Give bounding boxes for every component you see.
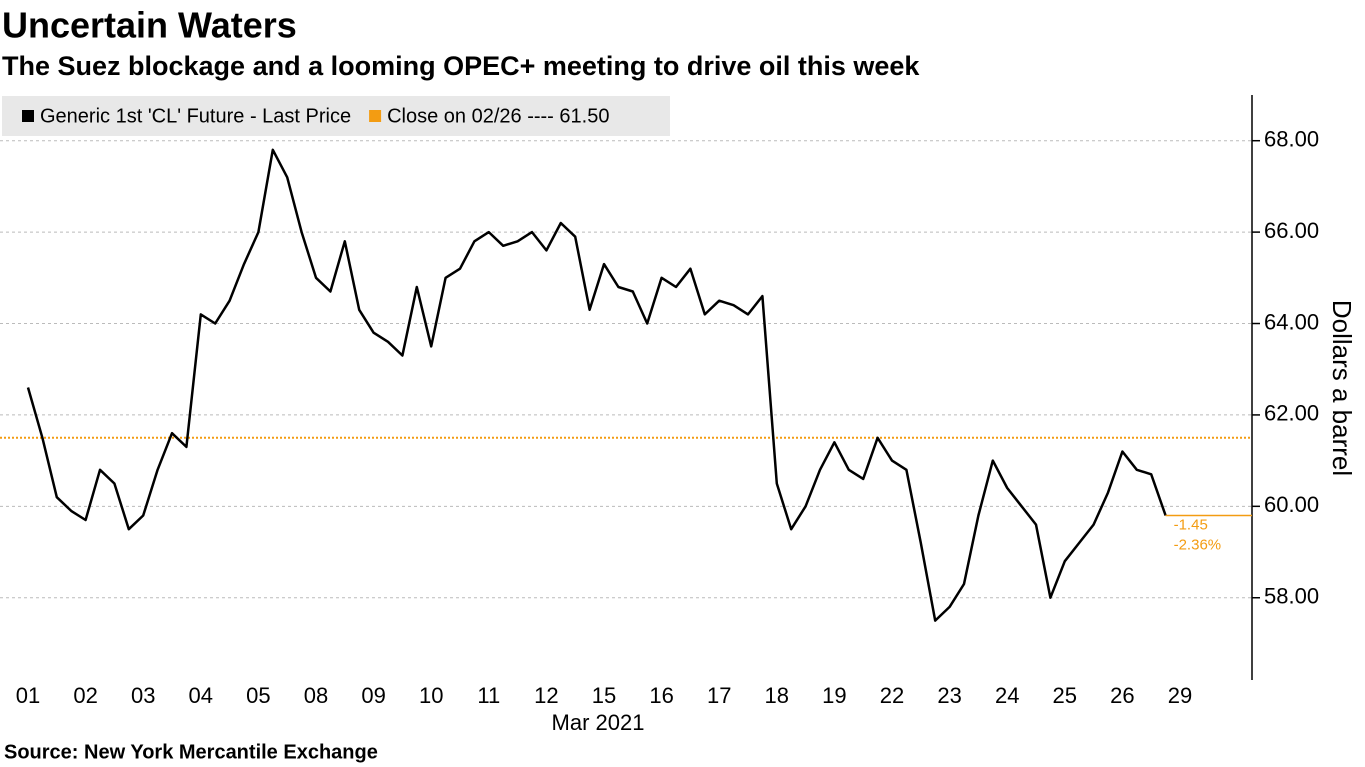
x-tick-label: 11 — [477, 683, 500, 708]
x-tick-label: 05 — [246, 683, 270, 708]
chart-subtitle: The Suez blockage and a looming OPEC+ me… — [2, 51, 920, 81]
y-tick-label: 66.00 — [1264, 218, 1319, 243]
legend-swatch — [22, 110, 34, 122]
y-axis-label: Dollars a barrel — [1327, 300, 1357, 476]
x-tick-label: 09 — [361, 683, 385, 708]
x-tick-label: 17 — [707, 683, 731, 708]
x-tick-label: 29 — [1168, 683, 1192, 708]
legend-label: Generic 1st 'CL' Future - Last Price — [40, 105, 351, 127]
annotation: -1.45 — [1174, 516, 1208, 533]
x-tick-label: 23 — [937, 683, 961, 708]
y-tick-label: 68.00 — [1264, 127, 1319, 152]
x-tick-label: 19 — [822, 683, 846, 708]
x-tick-label: 15 — [592, 683, 616, 708]
annotation: -2.36% — [1174, 536, 1222, 553]
y-tick-label: 62.00 — [1264, 401, 1319, 426]
x-tick-label: 01 — [16, 683, 40, 708]
legend-swatch — [369, 110, 382, 122]
y-tick-label: 58.00 — [1264, 584, 1319, 609]
x-tick-label: 02 — [73, 683, 97, 708]
y-tick-label: 64.00 — [1264, 309, 1319, 334]
price-line — [26, 148, 1167, 622]
source: Source: New York Mercantile Exchange — [4, 741, 378, 763]
x-tick-label: 04 — [189, 683, 213, 708]
x-tick-label: 12 — [534, 683, 558, 708]
y-tick-label: 60.00 — [1264, 492, 1319, 517]
x-tick-label: 22 — [880, 683, 904, 708]
x-tick-label: 18 — [765, 683, 789, 708]
x-tick-label: 08 — [304, 683, 328, 708]
x-tick-label: 16 — [649, 683, 673, 708]
x-tick-label: 10 — [419, 683, 443, 708]
x-tick-label: 26 — [1110, 683, 1134, 708]
chart-title: Uncertain Waters — [2, 5, 297, 46]
x-tick-label: 25 — [1053, 683, 1077, 708]
x-tick-label: 03 — [131, 683, 155, 708]
legend-label: Close on 02/26 ---- 61.50 — [387, 105, 609, 127]
x-sublabel: Mar 2021 — [552, 710, 645, 735]
x-tick-label: 24 — [995, 683, 1019, 708]
legend-box — [2, 96, 670, 136]
